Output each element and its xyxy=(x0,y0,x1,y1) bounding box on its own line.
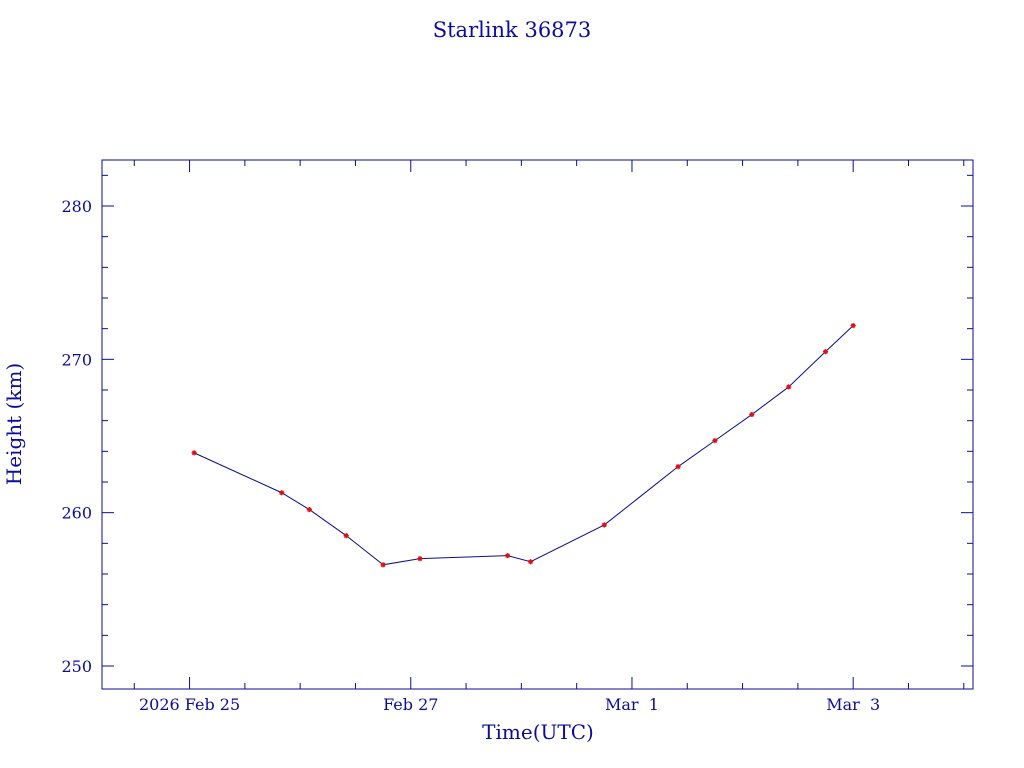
data-point xyxy=(279,490,285,496)
y-tick-label: 270 xyxy=(61,350,92,369)
data-point xyxy=(504,552,511,559)
y-tick-label: 280 xyxy=(61,197,92,216)
data-point xyxy=(527,559,534,565)
data-point xyxy=(306,507,312,513)
axis-ticks xyxy=(102,160,973,689)
series-group xyxy=(191,323,856,568)
y-tick-label: 260 xyxy=(61,504,92,523)
data-point xyxy=(712,438,718,444)
data-point xyxy=(601,522,607,528)
data-point xyxy=(786,384,792,390)
y-tick-label: 250 xyxy=(61,657,92,676)
y-axis-label: Height (km) xyxy=(2,363,26,485)
x-tick-label: Mar 1 xyxy=(605,695,659,714)
chart-title: Starlink 36873 xyxy=(433,18,592,42)
x-tick-label: Feb 27 xyxy=(383,695,438,714)
x-axis-label: Time(UTC) xyxy=(482,720,594,744)
data-point xyxy=(675,464,681,470)
y-tick-labels: 250 260 270 280 xyxy=(61,197,92,676)
data-point xyxy=(850,323,856,329)
data-point xyxy=(822,349,829,355)
data-point xyxy=(343,533,349,539)
x-tick-labels: 2026 Feb 25 Feb 27 Mar 1 Mar 3 xyxy=(139,695,880,714)
data-point xyxy=(417,556,423,562)
x-tick-label: 2026 Feb 25 xyxy=(139,695,240,714)
plot-frame xyxy=(101,159,974,690)
data-point xyxy=(749,411,755,418)
data-point xyxy=(380,562,386,568)
data-point xyxy=(191,450,197,456)
x-tick-label: Mar 3 xyxy=(826,695,880,714)
series-line xyxy=(193,325,854,566)
